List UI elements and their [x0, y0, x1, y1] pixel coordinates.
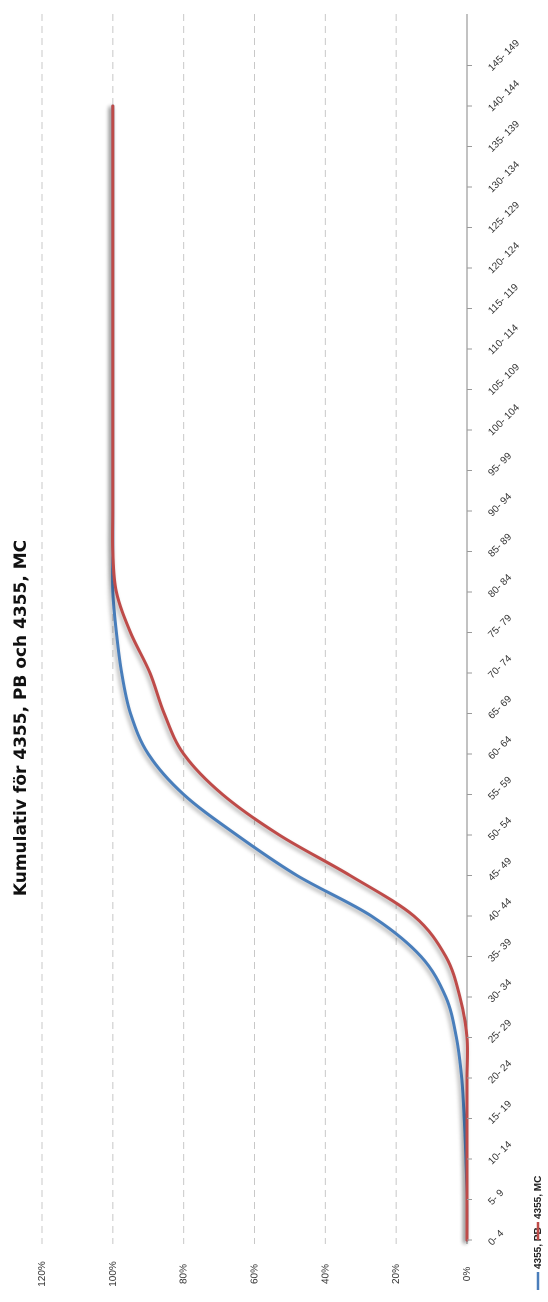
x-tick-label: 130- 134 — [486, 159, 522, 195]
gridlines — [41, 14, 397, 1244]
x-tick-label: 145- 149 — [486, 38, 522, 74]
series-line-mc — [111, 104, 470, 1242]
x-tick-label: 0- 4 — [486, 1228, 506, 1248]
x-tick-label: 55- 59 — [486, 774, 514, 802]
legend-label-pb: 4355, PB — [533, 1227, 544, 1269]
y-axis-ticks: 0% 20% 40% 60% 80% 100% 120% — [37, 1261, 473, 1287]
x-tick-label: 100- 104 — [486, 402, 522, 438]
x-axis-ticks: 0- 4 5- 9 10- 14 15- 19 20- 24 25- 29 30- 34 35… — [467, 38, 522, 1248]
y-tick-label: 100% — [108, 1261, 119, 1287]
y-tick-label: 60% — [250, 1264, 261, 1284]
x-tick-label: 15- 19 — [486, 1098, 514, 1126]
x-tick-label: 90- 94 — [486, 491, 514, 519]
x-tick-label: 140- 144 — [486, 78, 522, 114]
series-line-pb — [111, 104, 469, 1242]
x-tick-label: 20- 24 — [486, 1058, 514, 1086]
legend: 4355, PB 4355, MC — [533, 1176, 544, 1290]
x-tick-label: 65- 69 — [486, 693, 514, 721]
x-tick-label: 115- 119 — [486, 282, 521, 317]
x-tick-label: 30- 34 — [486, 977, 514, 1005]
x-tick-label: 40- 44 — [486, 896, 514, 924]
series-layer — [111, 104, 470, 1242]
x-tick-label: 125- 129 — [486, 200, 522, 236]
chart-title: Kumulativ för 4355, PB och 4355, MC — [11, 540, 31, 896]
x-tick-label: 95- 99 — [486, 450, 514, 478]
y-tick-label: 120% — [37, 1261, 48, 1287]
x-tick-label: 25- 29 — [486, 1017, 514, 1045]
x-tick-label: 5- 9 — [486, 1187, 506, 1207]
x-tick-label: 45- 49 — [486, 855, 514, 883]
x-tick-label: 80- 84 — [486, 572, 514, 600]
x-tick-label: 70- 74 — [486, 653, 514, 681]
plot-area: 0% 20% 40% 60% 80% 100% 120% 0- 4 5- 9 10- 14 15-… — [37, 14, 522, 1287]
x-tick-label: 10- 14 — [486, 1139, 514, 1167]
x-tick-label: 120- 124 — [486, 240, 522, 276]
x-tick-label: 60- 64 — [486, 734, 514, 762]
x-tick-label: 85- 89 — [486, 531, 514, 559]
x-tick-label: 50- 54 — [486, 815, 514, 843]
y-tick-label: 40% — [320, 1264, 331, 1284]
x-tick-label: 35- 39 — [486, 936, 514, 964]
y-tick-label: 80% — [179, 1264, 190, 1284]
legend-label-mc: 4355, MC — [533, 1176, 544, 1219]
y-tick-label: 0% — [462, 1267, 473, 1282]
x-tick-label: 105- 109 — [486, 362, 522, 398]
x-tick-label: 110- 114 — [486, 322, 521, 357]
x-tick-label: 135- 139 — [486, 119, 522, 155]
x-tick-label: 75- 79 — [486, 612, 514, 640]
y-tick-label: 20% — [391, 1264, 402, 1284]
